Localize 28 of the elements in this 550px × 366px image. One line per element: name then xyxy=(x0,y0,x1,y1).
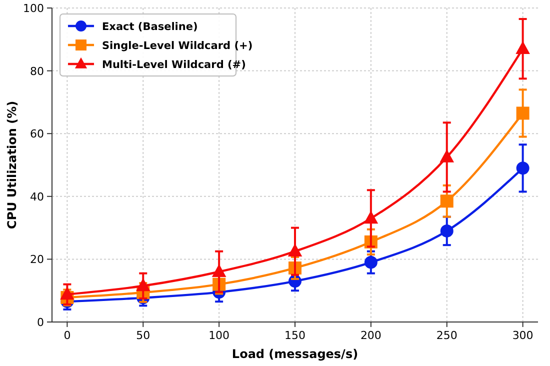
point xyxy=(440,224,454,238)
y-tick-label: 60 xyxy=(30,128,44,141)
x-tick-label: 300 xyxy=(512,329,534,342)
point xyxy=(364,210,378,224)
x-tick-label: 250 xyxy=(436,329,458,342)
y-tick-label: 0 xyxy=(37,316,44,329)
x-axis-title: Load (messages/s) xyxy=(232,347,358,361)
x-tick-label: 100 xyxy=(208,329,230,342)
y-axis-title: CPU Utilization (%) xyxy=(5,100,19,230)
y-tick-label: 20 xyxy=(30,253,44,266)
point xyxy=(440,149,454,162)
legend-label: Single-Level Wildcard (+) xyxy=(102,40,253,52)
point xyxy=(440,194,454,208)
point xyxy=(516,106,530,120)
y-tick-label: 100 xyxy=(23,2,44,15)
x-tick-label: 150 xyxy=(284,329,306,342)
point xyxy=(516,41,530,54)
x-tick-label: 0 xyxy=(64,329,71,342)
point xyxy=(136,278,150,292)
y-tick-label: 80 xyxy=(30,64,44,78)
point xyxy=(60,286,74,300)
point xyxy=(516,162,530,175)
y-tick-label: 40 xyxy=(30,190,44,204)
point xyxy=(212,264,226,277)
legend-label: Multi-Level Wildcard (#) xyxy=(102,59,246,71)
legend-label: Exact (Baseline) xyxy=(102,21,198,33)
x-tick-label: 200 xyxy=(360,329,382,342)
x-tick-label: 50 xyxy=(136,329,150,342)
